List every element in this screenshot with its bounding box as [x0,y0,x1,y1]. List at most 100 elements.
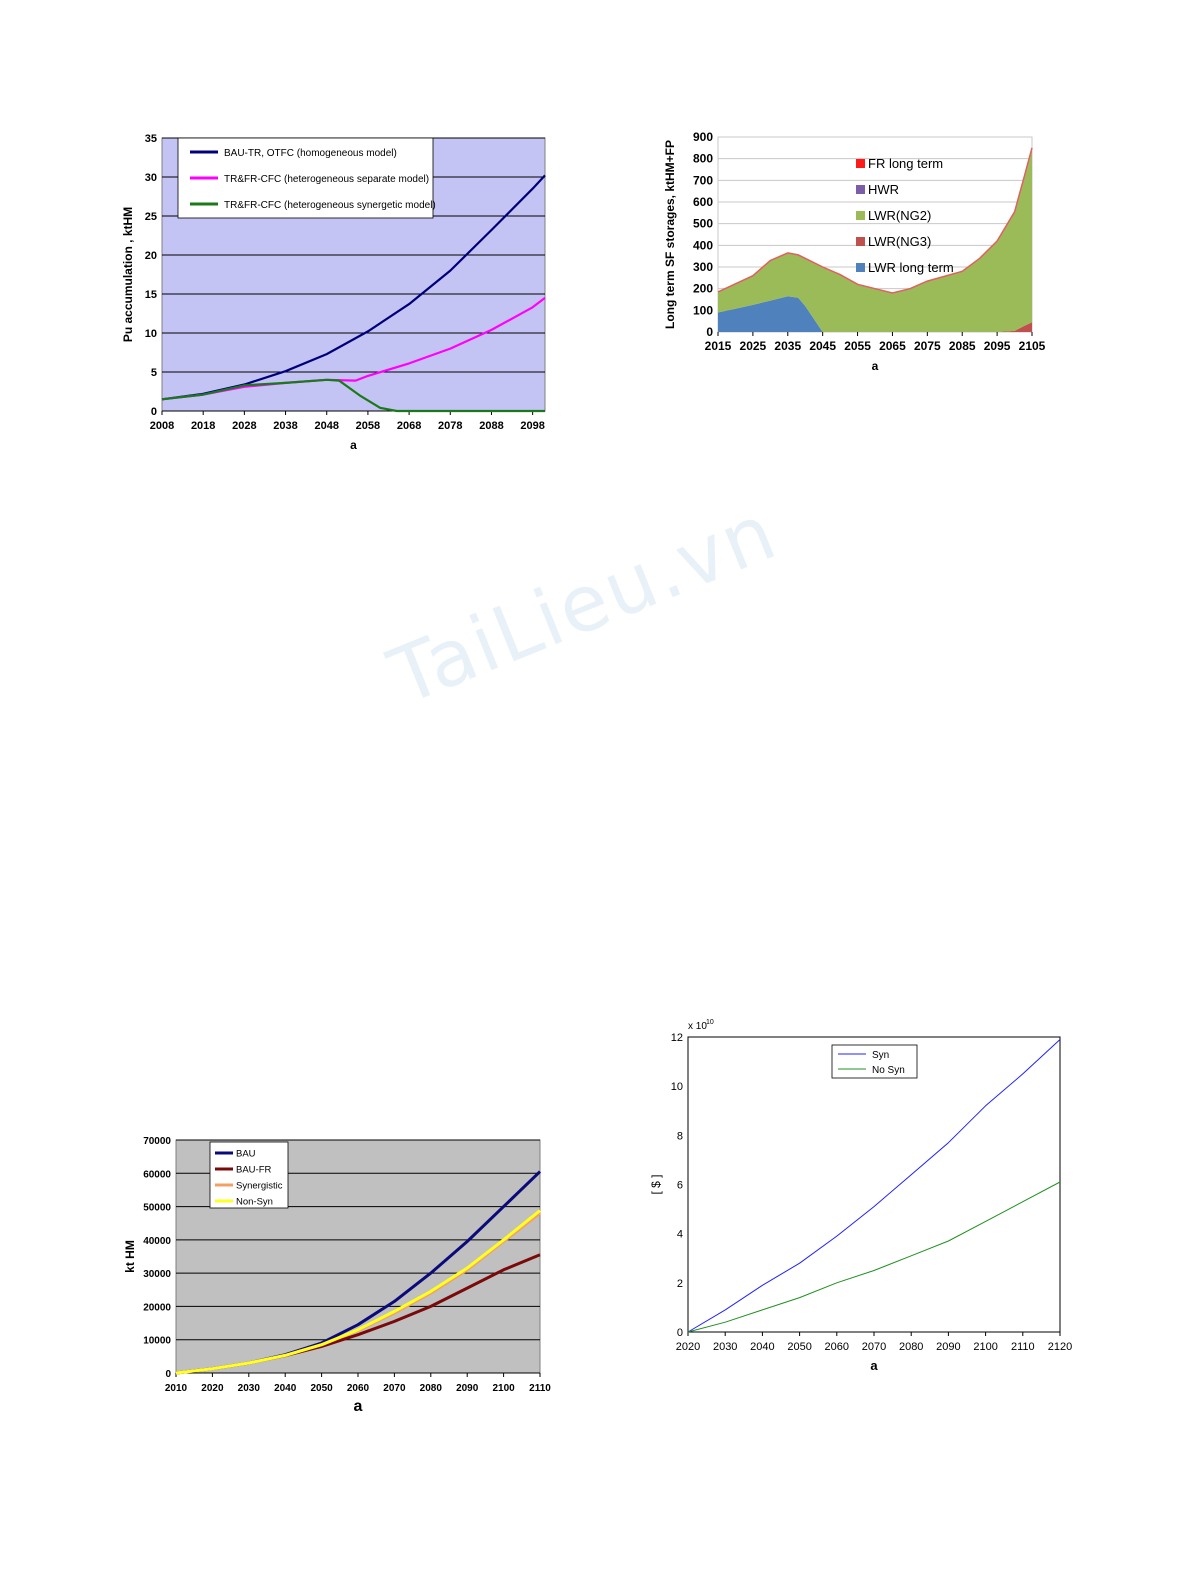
x-tick-label: 2015 [705,339,732,353]
legend-box [177,137,434,219]
x-tick-label: 2078 [438,420,462,432]
y-tick-label: 300 [693,260,713,274]
x-tick-label: 2040 [750,1341,774,1353]
x-tick-label: 2110 [1011,1341,1035,1353]
legend-swatch [856,185,865,194]
x-tick-label: 2060 [347,1383,370,1394]
y-scale-exponent: 10 [706,1019,714,1026]
legend: BAU BAU-FR Synergistic Non-Syn [209,1141,289,1209]
area-series [718,296,1032,332]
x-tick-label: 2020 [201,1383,224,1394]
series-line [687,1181,1061,1333]
legend-label: Syn [872,1050,889,1061]
x-tick-label: 2098 [520,420,544,432]
legend-swatch [856,159,865,168]
kthm-line-chart: 0 10000 20000 30000 40000 50000 60000 70000 2010… [123,1136,551,1415]
x-axis-label: a [350,438,357,452]
x-tick-label: 2085 [949,339,976,353]
area-top-edge [717,147,1033,294]
x-tick-label: 2028 [232,420,256,432]
y-tick-label: 25 [145,211,157,223]
y-tick-label: 10000 [143,1336,171,1347]
legend-swatch [856,237,865,246]
x-tick-label: 2030 [713,1341,737,1353]
x-tick-label: 2080 [420,1383,443,1394]
legend-label: LWR(NG3) [868,234,931,249]
legend-swatch [856,263,865,272]
y-tick-label: 6 [677,1180,683,1192]
cost-line-chart: 0 2 4 6 8 10 12 2020 2030 2040 2050 2060 2070 2080 209… [649,1019,1072,1370]
y-axis-label: kt HM [123,1240,137,1273]
legend-label: BAU-TR, OTFC (homogeneous model) [224,148,397,159]
y-tick-label: 40000 [143,1236,171,1247]
legend: Syn No Syn [831,1044,918,1079]
legend-label: LWR(NG2) [868,208,931,223]
x-tick-label: 2055 [844,339,871,353]
y-tick-label: 400 [693,238,713,252]
legend-label: LWR long term [868,260,954,275]
x-tick-label: 2048 [314,420,338,432]
y-tick-label: 500 [693,217,713,231]
y-tick-label: 800 [693,152,713,166]
y-tick-label: 5 [151,367,157,379]
series-line [161,378,545,413]
area-series [718,147,1032,332]
y-tick-label: 0 [706,325,713,339]
legend: FR long term HWR LWR(NG2) LWR(NG3) LWR long … [856,156,954,275]
legend-label: FR long term [868,156,943,171]
y-tick-label: 900 [693,130,713,144]
x-tick-label: 2035 [774,339,801,353]
y-tick-label: 70000 [143,1136,171,1147]
y-tick-label: 8 [677,1130,683,1142]
x-tick-label: 2045 [809,339,836,353]
x-tick-label: 2010 [165,1383,188,1394]
x-tick-label: 2050 [787,1341,811,1353]
watermark: TaiLieu.vn [377,487,790,723]
legend-label: TR&FR-CFC (heterogeneous separate model) [224,174,429,185]
x-tick-label: 2120 [1048,1341,1072,1353]
x-tick-label: 2110 [529,1383,551,1394]
y-tick-label: 10 [145,328,157,340]
x-tick-label: 2020 [676,1341,700,1353]
y-tick-label: 4 [677,1229,683,1241]
legend-label: Non-Syn [236,1197,273,1208]
y-tick-label: 700 [693,173,713,187]
y-tick-label: 2 [677,1278,683,1290]
x-axis-label: a [354,1398,363,1415]
x-axis-label: a [870,1358,878,1370]
x-tick-label: 2050 [310,1383,333,1394]
x-tick-label: 2100 [973,1341,997,1353]
y-tick-label: 20000 [143,1302,171,1313]
legend-swatch [856,211,865,220]
plot-area [687,1036,1061,1333]
y-tick-label: 100 [693,303,713,317]
x-tick-label: 2058 [356,420,380,432]
y-tick-label: 35 [145,133,157,145]
x-tick-label: 2088 [479,420,503,432]
x-tick-label: 2068 [397,420,421,432]
x-tick-label: 2080 [899,1341,923,1353]
y-tick-label: 60000 [143,1169,171,1180]
legend-label: BAU-FR [236,1165,272,1176]
x-tick-label: 2060 [825,1341,849,1353]
x-tick-label: 2090 [936,1341,960,1353]
y-tick-label: 30000 [143,1269,171,1280]
series-line [175,1209,541,1375]
legend-label: No Syn [872,1065,905,1076]
series-line [687,1039,1061,1333]
legend-label: BAU [236,1149,256,1160]
x-tick-label: 2038 [273,420,297,432]
sf-storage-area-chart: 0 100 200 300 400 500 600 700 800 900 2015 2025 2035… [663,130,1046,373]
y-tick-label: 15 [145,289,157,301]
x-tick-label: 2065 [879,339,906,353]
x-tick-label: 2070 [862,1341,886,1353]
legend-label: Synergistic [236,1181,283,1192]
legend: BAU-TR, OTFC (homogeneous model) TR&FR-CF… [177,137,436,219]
y-tick-label: 30 [145,172,157,184]
x-tick-label: 2040 [274,1383,297,1394]
x-tick-label: 2095 [984,339,1011,353]
y-tick-label: 10 [671,1081,683,1093]
y-tick-label: 20 [145,250,157,262]
pu-accumulation-chart: 0 5 10 15 20 25 30 35 2008 2018 2028 2038 2048 2058 20… [121,133,546,452]
y-tick-label: 50000 [143,1203,171,1214]
